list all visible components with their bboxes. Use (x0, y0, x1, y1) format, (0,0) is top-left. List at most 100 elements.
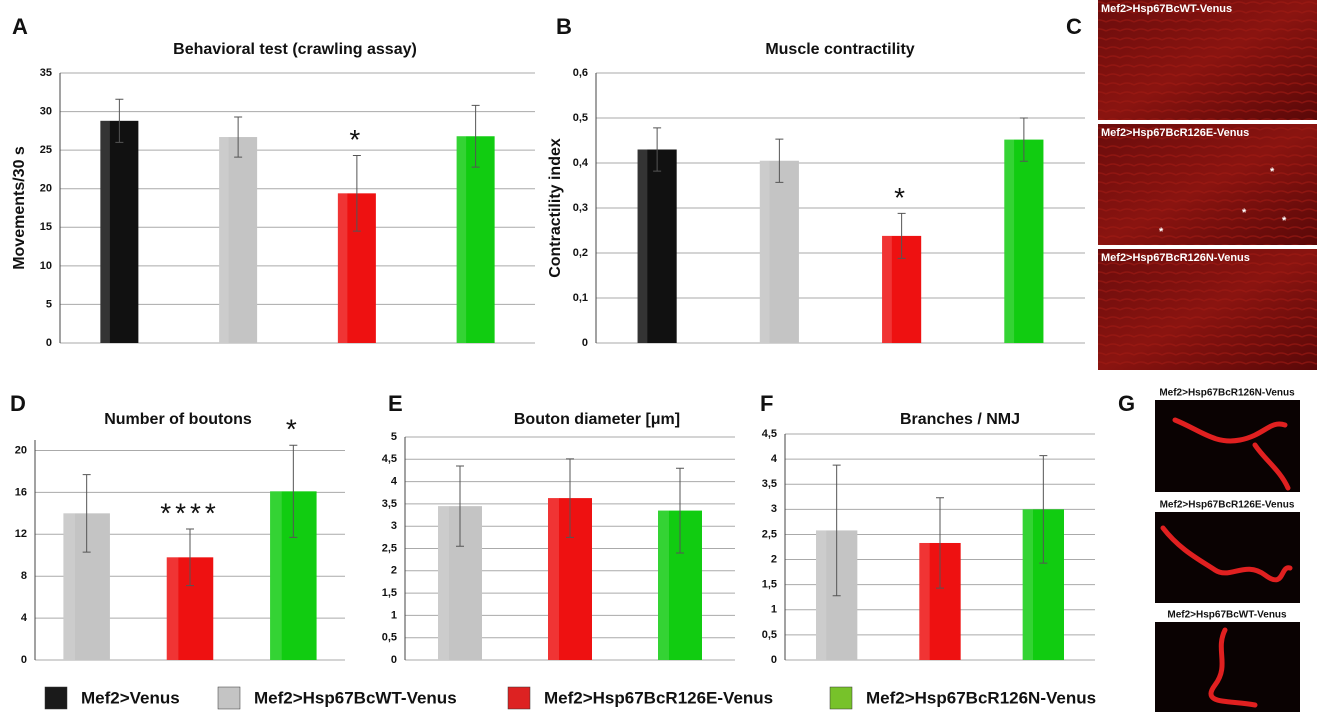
y-tick-label: 0,5 (762, 629, 777, 641)
legend-swatch (830, 687, 852, 709)
image-caption: Mef2>Hsp67BcR126E-Venus (1101, 127, 1249, 139)
bar-highlight (760, 161, 770, 343)
bar-highlight (548, 498, 559, 660)
y-tick-label: 2,5 (762, 528, 777, 540)
bar-highlight (167, 557, 179, 660)
y-tick-label: 0,5 (573, 112, 588, 124)
bar-highlight (270, 491, 282, 660)
panel-letter: C (1066, 14, 1082, 39)
y-tick-label: 4,5 (762, 428, 777, 440)
micrograph (1155, 400, 1300, 492)
y-tick-label: 20 (40, 183, 52, 195)
y-tick-label: 3,5 (762, 478, 777, 490)
chart-title: Branches / NMJ (900, 411, 1020, 428)
y-tick-label: 2 (391, 565, 397, 577)
y-tick-label: 8 (21, 570, 27, 582)
panel-letter: A (12, 14, 28, 39)
panel-letter: G (1118, 391, 1135, 416)
y-tick-label: 0 (391, 654, 397, 666)
y-tick-label: 1,5 (382, 587, 397, 599)
significance-mark: * (286, 414, 301, 445)
y-tick-label: 0 (771, 654, 777, 666)
micrograph (1155, 622, 1300, 712)
panel-letter: D (10, 391, 26, 416)
bar-highlight (457, 136, 467, 343)
y-tick-label: 0,5 (382, 632, 397, 644)
y-tick-label: 3 (771, 503, 777, 515)
y-tick-label: 16 (15, 486, 27, 498)
y-tick-label: 1 (771, 604, 777, 616)
y-tick-label: 0 (21, 654, 27, 666)
bar-highlight (658, 511, 669, 660)
bar-highlight (219, 137, 229, 343)
image-asterisk: * (1159, 226, 1164, 238)
micrograph-texture (1098, 0, 1317, 120)
y-tick-label: 5 (46, 298, 52, 310)
y-tick-label: 30 (40, 105, 52, 117)
y-axis-title: Contractility index (547, 138, 564, 278)
y-tick-label: 2 (771, 553, 777, 565)
bar-highlight (338, 193, 348, 343)
legend-label: Mef2>Hsp67BcR126E-Venus (544, 688, 773, 707)
micrograph-texture (1098, 249, 1317, 370)
y-tick-label: 1 (391, 609, 397, 621)
y-tick-label: 5 (391, 431, 397, 443)
bar-highlight (63, 513, 75, 660)
y-axis-title: Movements/30 s (11, 146, 28, 270)
y-tick-label: 4 (391, 476, 398, 488)
y-tick-label: 4,5 (382, 453, 397, 465)
image-asterisk: * (1242, 207, 1247, 219)
y-tick-label: 2,5 (382, 542, 397, 554)
y-tick-label: 4 (771, 453, 778, 465)
y-tick-label: 12 (15, 528, 27, 540)
panel-letter: E (388, 391, 403, 416)
image-asterisk: * (1282, 215, 1287, 227)
y-tick-label: 25 (40, 144, 52, 156)
image-caption: Mef2>Hsp67BcR126N-Venus (1159, 388, 1295, 399)
bar-highlight (816, 530, 826, 660)
legend-label: Mef2>Hsp67BcR126N-Venus (866, 688, 1096, 707)
y-tick-label: 0,6 (573, 67, 588, 79)
y-tick-label: 20 (15, 444, 27, 456)
y-tick-label: 0 (46, 337, 52, 349)
legend-label: Mef2>Venus (81, 688, 180, 707)
panel-letter: F (760, 391, 773, 416)
image-asterisk: * (1270, 166, 1275, 178)
significance-mark: * (349, 124, 364, 155)
legend-label: Mef2>Hsp67BcWT-Venus (254, 688, 457, 707)
chart-title: Muscle contractility (765, 41, 914, 58)
figure: A Behavioral test (crawling assay) Movemen… (0, 0, 1317, 712)
y-tick-label: 35 (40, 67, 52, 79)
image-caption: Mef2>Hsp67BcWT-Venus (1167, 610, 1287, 621)
y-tick-label: 10 (40, 260, 52, 272)
panel-letter: B (556, 14, 572, 39)
chart-title: Bouton diameter [μm] (514, 411, 680, 428)
y-tick-label: 0,4 (573, 157, 589, 169)
image-caption: Mef2>Hsp67BcR126N-Venus (1101, 252, 1250, 264)
image-caption: Mef2>Hsp67BcWT-Venus (1101, 3, 1232, 15)
bar-highlight (919, 543, 929, 660)
bar-highlight (438, 506, 449, 660)
bar-highlight (638, 150, 648, 344)
bar-highlight (882, 236, 892, 343)
significance-mark: **** (160, 497, 220, 528)
chart-title: Number of boutons (104, 411, 252, 428)
image-caption: Mef2>Hsp67BcR126E-Venus (1160, 500, 1295, 511)
legend-swatch (45, 687, 67, 709)
micrograph (1155, 512, 1300, 603)
y-tick-label: 4 (21, 612, 28, 624)
y-tick-label: 1,5 (762, 579, 777, 591)
significance-mark: * (894, 182, 909, 213)
y-tick-label: 0 (582, 337, 588, 349)
bar-highlight (100, 121, 110, 343)
chart-title: Behavioral test (crawling assay) (173, 41, 417, 58)
y-tick-label: 3 (391, 520, 397, 532)
y-tick-label: 0,1 (573, 292, 588, 304)
bar-highlight (1023, 509, 1033, 660)
legend-swatch (508, 687, 530, 709)
y-tick-label: 0,3 (573, 202, 588, 214)
y-tick-label: 0,2 (573, 247, 588, 259)
bar-highlight (1004, 140, 1014, 343)
y-tick-label: 3,5 (382, 498, 397, 510)
legend-swatch (218, 687, 240, 709)
